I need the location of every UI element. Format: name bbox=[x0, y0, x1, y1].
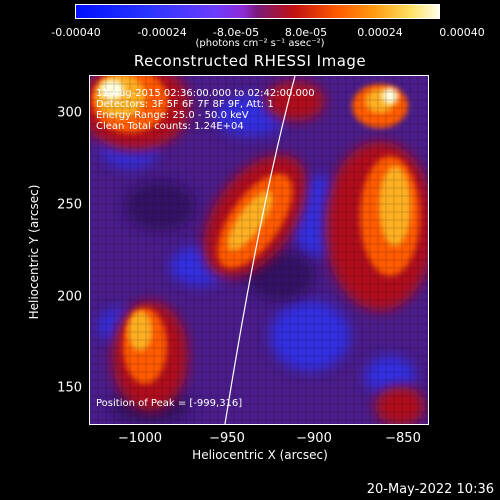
y-tick-label: 300 bbox=[57, 105, 82, 121]
x-tick-label: −900 bbox=[296, 431, 332, 446]
rhessi-image-map bbox=[90, 76, 428, 424]
x-tick-label: −850 bbox=[385, 431, 421, 446]
info-total-counts: Clean Total counts: 1.24E+04 bbox=[96, 121, 244, 132]
colorbar-tick-label: 0.00040 bbox=[439, 26, 485, 39]
colorbar-tick-label: 8.0e-05 bbox=[284, 26, 328, 39]
rhessi-image-plot bbox=[89, 75, 429, 425]
colorbar-tick-label: -0.00040 bbox=[51, 26, 101, 39]
y-axis-label: Heliocentric Y (arcsec) bbox=[27, 184, 41, 320]
colorbar-units: (photons cm⁻² s⁻¹ asec⁻²) bbox=[195, 38, 325, 49]
colorbar-tick-label: -0.00024 bbox=[137, 26, 187, 39]
timestamp: 20-May-2022 10:36 bbox=[366, 482, 494, 497]
peak-position-label: Position of Peak = [-999,316] bbox=[96, 398, 243, 409]
y-tick-label: 200 bbox=[57, 289, 82, 305]
info-energy-range: Energy Range: 25.0 - 50.0 keV bbox=[96, 110, 249, 121]
x-axis-label: Heliocentric X (arcsec) bbox=[192, 448, 328, 462]
x-tick-label: −950 bbox=[209, 431, 245, 446]
info-time-range: 11-Aug-2015 02:36:00.000 to 02:42:00.000 bbox=[96, 88, 315, 99]
info-detectors: Detectors: 3F 5F 6F 7F 8F 9F, Att: 1 bbox=[96, 99, 274, 110]
y-tick-label: 150 bbox=[57, 380, 82, 396]
plot-title: Reconstructed RHESSI Image bbox=[133, 52, 367, 70]
y-tick-label: 250 bbox=[57, 197, 82, 213]
solar-limb-line bbox=[224, 76, 296, 424]
colorbar bbox=[75, 4, 440, 19]
x-tick-label: −1000 bbox=[118, 431, 162, 446]
colorbar-tick-label: -8.0e-05 bbox=[212, 26, 260, 39]
colorbar-tick-label: 0.00024 bbox=[357, 26, 403, 39]
